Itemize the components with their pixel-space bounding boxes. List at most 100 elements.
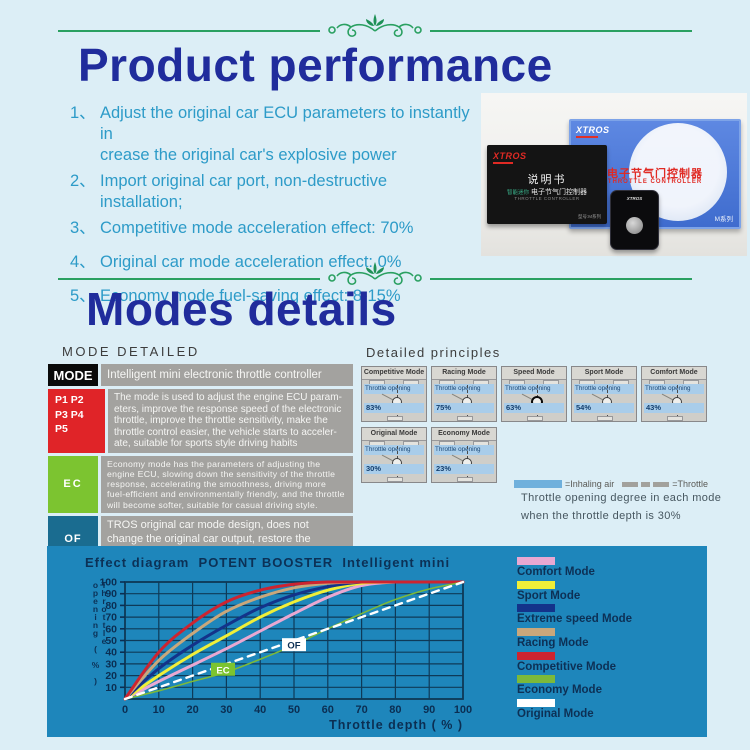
feature-number: 4、	[70, 252, 96, 271]
manual-model-label: 型号:M系列	[578, 214, 601, 219]
principle-card-economy-mode: Economy Mode Throttle opening 23%	[431, 427, 497, 483]
feature-item-3: 3、 Competitive mode acceleration effect: …	[70, 218, 474, 239]
y-tick-label: 50	[105, 635, 117, 647]
feature-list: 1、 Adjust the original car ECU parameters…	[70, 103, 474, 312]
throttle-controller-device: XTROS	[610, 190, 659, 250]
principles-legend: =Inhaling air =Throttle	[514, 479, 708, 489]
feature-item-1: 1、 Adjust the original car ECU parameters…	[70, 103, 474, 166]
x-tick-label: 70	[355, 704, 367, 716]
x-tick-label: 100	[454, 704, 472, 716]
product-photo: XTROS 电子节气门控制器 THROTTLE CONTROLLER M系列 X…	[481, 93, 747, 256]
feature-number: 2、	[70, 171, 96, 190]
x-axis-label: Throttle depth ( % )	[329, 718, 463, 732]
throttle-opening-band: Throttle opening	[364, 445, 424, 455]
feature-number: 1、	[70, 104, 96, 122]
box-title-cn: 电子节气门控制器	[607, 168, 703, 180]
brand-logo: XTROS	[576, 125, 610, 138]
legend-item-economy-mode: Economy Mode	[517, 675, 632, 697]
legend-label: Sport Mode	[517, 589, 581, 602]
opening-percentage: 30%	[364, 464, 424, 474]
throttle-opening-band: Throttle opening	[644, 384, 704, 394]
effect-diagram-panel: Effect diagram POTENT BOOSTER Intelligen…	[47, 546, 707, 737]
principle-card-title: Competitive Mode	[362, 367, 426, 380]
annotation-of: OF	[287, 641, 300, 652]
principle-card-racing-mode: Racing Mode Throttle opening 75%	[431, 366, 497, 422]
manual-subtitle: 智能迷你 电子节气门控制器	[506, 189, 587, 196]
annotation-ec-bg	[211, 662, 236, 676]
legend-label: Competitive Mode	[517, 660, 617, 673]
divider-line	[58, 30, 320, 32]
brand-logo: XTROS	[626, 196, 643, 201]
manual-subtitle-en: THROTTLE CONTROLLER	[514, 196, 580, 201]
legend-swatch	[517, 675, 555, 684]
card-notch	[527, 416, 543, 421]
divider-line	[58, 278, 320, 280]
principle-card-speed-mode: Speed Mode Throttle opening 63%	[501, 366, 567, 422]
box-series-label: M系列	[714, 216, 733, 223]
section-divider	[58, 258, 692, 294]
brand-logo: XTROS	[493, 151, 527, 164]
y-tick-label: 90	[105, 588, 117, 600]
mode-table-key: MODE	[48, 364, 98, 386]
principle-cards-row-1: Competitive Mode Throttle opening 83% Racin…	[361, 366, 707, 422]
legend-label: Economy Mode	[517, 684, 602, 697]
opening-percentage: 63%	[504, 403, 564, 413]
opening-percentage: 54%	[574, 403, 634, 413]
annotation-ec: EC	[216, 665, 229, 676]
legend-swatch	[517, 580, 555, 589]
throttle-opening-band: Throttle opening	[504, 384, 564, 394]
manual-title: 说明书	[527, 174, 567, 186]
card-notch	[387, 416, 403, 421]
principle-card-sport-mode: Sport Mode Throttle opening 54%	[571, 366, 637, 422]
opening-percentage: 43%	[644, 403, 704, 413]
card-notch	[597, 416, 613, 421]
annotation-of-bg	[282, 638, 306, 652]
x-tick-label: 20	[186, 704, 198, 716]
card-notch	[667, 416, 683, 421]
legend-swatch	[517, 557, 555, 565]
throttle-swatch	[622, 481, 670, 487]
principle-card-title: Racing Mode	[432, 367, 496, 380]
mode-table-row: P1 P2 P3 P4 P5 The mode is used to adjust…	[48, 389, 353, 453]
divider-line	[430, 30, 692, 32]
y-tick-label: 80	[105, 600, 117, 612]
throttle-opening-band: Throttle opening	[434, 384, 494, 394]
page-title-modes-details: Modes details	[86, 283, 397, 335]
throttle-diagram: Throttle opening 43%	[644, 384, 704, 419]
manual-badge: 智能迷你	[506, 190, 529, 196]
device-button-graphic	[626, 217, 643, 234]
legend-item-sport-mode: Sport Mode	[517, 580, 632, 603]
throttle-diagram: Throttle opening 23%	[434, 445, 494, 480]
feature-text: Adjust the original car ECU parameters t…	[100, 104, 470, 164]
mode-table-row: MODE Intelligent mini electronic throttle…	[48, 364, 353, 386]
y-tick-label: 100	[99, 577, 117, 589]
card-notch	[457, 477, 473, 482]
top-divider	[58, 10, 692, 46]
feature-number: 5、	[70, 286, 96, 305]
x-tick-label: 80	[389, 704, 401, 716]
legend-swatch	[517, 698, 555, 707]
legend-item-racing-mode: Racing Mode	[517, 627, 632, 650]
legend-swatch	[517, 651, 555, 660]
box-title-en: THROTTLE CONTROLLER	[607, 179, 703, 185]
throttle-label: =Throttle	[672, 479, 709, 489]
legend-label: Extreme speed Mode	[517, 613, 633, 626]
principle-card-comfort-mode: Comfort Mode Throttle opening 43%	[641, 366, 707, 422]
principle-card-title: Comfort Mode	[642, 367, 706, 380]
principle-card-title: Original Mode	[362, 428, 426, 441]
legend-item-extreme-speed-mode: Extreme speed Mode	[517, 604, 632, 626]
feature-item-4: 4、 Original car mode acceleration effect:…	[70, 252, 474, 273]
feature-text: Import original car port, non-destructiv…	[100, 171, 388, 211]
x-tick-label: 0	[122, 704, 128, 716]
throttle-diagram: Throttle opening 30%	[364, 445, 424, 480]
x-tick-label: 10	[153, 704, 165, 716]
feature-number: 3、	[70, 218, 96, 237]
principles-note-line1: Throttle opening degree in each mode	[521, 492, 722, 504]
throttle-opening-band: Throttle opening	[434, 445, 494, 455]
legend-label: Original Mode	[517, 707, 594, 720]
principle-card-original-mode: Original Mode Throttle opening 30%	[361, 427, 427, 483]
throttle-diagram: Throttle opening 83%	[364, 384, 424, 419]
chart-y-axis-label: Throttle opening ( % )	[90, 580, 110, 684]
